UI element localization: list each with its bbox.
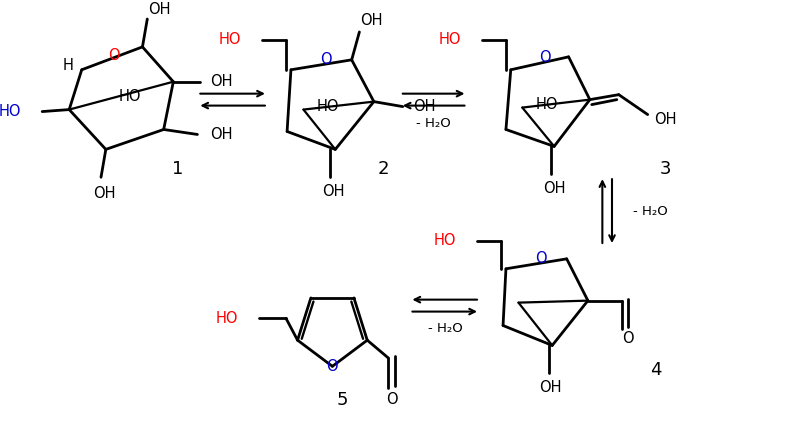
Text: OH: OH xyxy=(149,2,171,17)
Text: HO: HO xyxy=(0,104,21,119)
Text: OH: OH xyxy=(654,112,676,127)
Text: O: O xyxy=(622,331,634,346)
Text: O: O xyxy=(386,393,398,407)
Text: O: O xyxy=(535,252,546,266)
Text: 5: 5 xyxy=(336,391,348,409)
Text: 1: 1 xyxy=(173,160,184,178)
Text: OH: OH xyxy=(543,181,566,196)
Text: 3: 3 xyxy=(659,160,670,178)
Text: HO: HO xyxy=(316,99,339,114)
Text: OH: OH xyxy=(539,380,562,395)
Text: HO: HO xyxy=(218,32,241,47)
Text: HO: HO xyxy=(438,32,461,47)
Text: O: O xyxy=(326,359,338,374)
Text: H: H xyxy=(62,58,74,73)
Text: OH: OH xyxy=(360,12,382,28)
Text: O: O xyxy=(320,52,331,68)
Text: OH: OH xyxy=(210,74,233,89)
Text: HO: HO xyxy=(535,97,558,112)
Text: - H₂O: - H₂O xyxy=(416,117,451,130)
Text: - H₂O: - H₂O xyxy=(633,205,668,218)
Text: - H₂O: - H₂O xyxy=(428,322,462,335)
Text: 2: 2 xyxy=(378,160,390,178)
Text: OH: OH xyxy=(322,184,345,199)
Text: HO: HO xyxy=(215,311,238,326)
Text: OH: OH xyxy=(413,99,435,114)
Text: O: O xyxy=(108,48,119,63)
Text: HO: HO xyxy=(118,89,141,104)
Text: OH: OH xyxy=(210,127,233,142)
Text: OH: OH xyxy=(93,186,115,201)
Text: O: O xyxy=(538,50,550,65)
Text: HO: HO xyxy=(434,233,456,249)
Text: 4: 4 xyxy=(650,361,661,379)
